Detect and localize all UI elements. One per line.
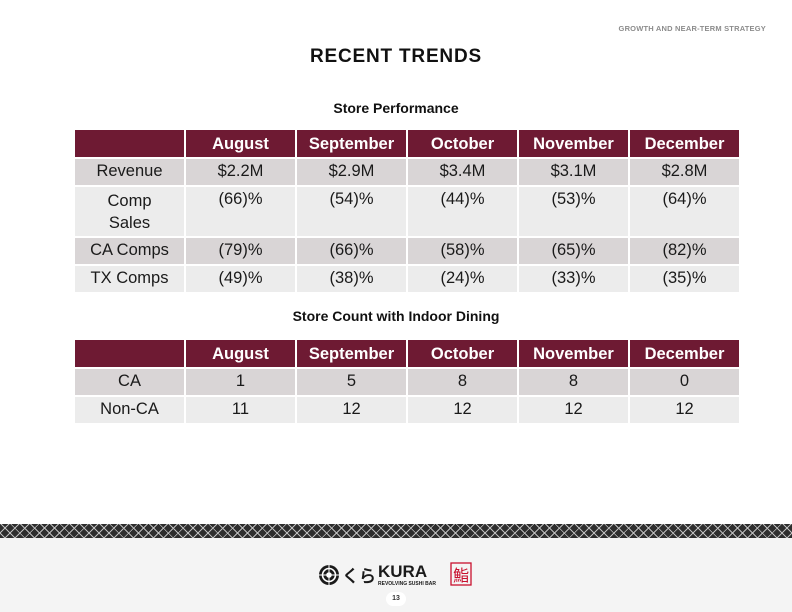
table-cell: 12 (406, 395, 519, 425)
row-label: Revenue (73, 157, 186, 187)
table-cell: 11 (184, 395, 297, 425)
row-label: CA Comps (73, 236, 186, 266)
table-cell: 12 (517, 395, 630, 425)
row-label-line: Comp (107, 192, 152, 210)
header-cell-august: August (184, 338, 297, 369)
table-cell: (64)% (628, 185, 741, 238)
store-count-table: August September October November Decemb… (73, 338, 741, 425)
header-cell-december: December (628, 128, 741, 159)
page-title: RECENT TRENDS (310, 46, 482, 67)
table-cell: (58)% (406, 236, 519, 266)
header-cell-october: October (406, 338, 519, 369)
table-cell: (82)% (628, 236, 741, 266)
table-cell: (54)% (295, 185, 408, 238)
table-row-revenue: Revenue $2.2M $2.9M $3.4M $3.1M $2.8M (73, 157, 741, 187)
row-label: TX Comps (73, 264, 186, 294)
section-tag: GROWTH AND NEAR-TERM STRATEGY (618, 24, 766, 33)
table-cell: 12 (295, 395, 408, 425)
table-cell: (66)% (295, 236, 408, 266)
table-cell: (65)% (517, 236, 630, 266)
table-cell: (79)% (184, 236, 297, 266)
header-cell-blank (73, 338, 186, 369)
table-row-ca: CA 1 5 8 8 0 (73, 367, 741, 397)
kura-emblem-icon (319, 565, 339, 585)
table-header-row: August September October November Decemb… (73, 338, 741, 369)
store-count-title: Store Count with Indoor Dining (292, 308, 500, 324)
kura-wordmark: KURA (378, 562, 427, 581)
page-number: 13 (386, 592, 406, 606)
table-cell: $2.9M (295, 157, 408, 187)
row-label: CA (73, 367, 186, 397)
header-cell-december: December (628, 338, 741, 369)
header-cell-august: August (184, 128, 297, 159)
table-cell: (33)% (517, 264, 630, 294)
header-cell-blank (73, 128, 186, 159)
row-label: Non-CA (73, 395, 186, 425)
table-header-row: August September October November Decemb… (73, 128, 741, 159)
table-cell: (53)% (517, 185, 630, 238)
table-cell: $3.4M (406, 157, 519, 187)
store-performance-table: August September October November Decemb… (73, 128, 741, 294)
table-cell: $3.1M (517, 157, 630, 187)
table-cell: 12 (628, 395, 741, 425)
header-cell-september: September (295, 128, 408, 159)
table-row-non-ca: Non-CA 11 12 12 12 12 (73, 395, 741, 425)
header-cell-september: September (295, 338, 408, 369)
table-cell: (24)% (406, 264, 519, 294)
table-cell: 8 (406, 367, 519, 397)
table-cell: 1 (184, 367, 297, 397)
table-cell: 0 (628, 367, 741, 397)
table-cell: 8 (517, 367, 630, 397)
table-cell: $2.8M (628, 157, 741, 187)
table-cell: $2.2M (184, 157, 297, 187)
row-label-line: Sales (108, 214, 151, 232)
table-row-tx-comps: TX Comps (49)% (38)% (24)% (33)% (35)% (73, 264, 741, 294)
table-cell: (44)% (406, 185, 519, 238)
header-cell-november: November (517, 338, 630, 369)
header-cell-november: November (517, 128, 630, 159)
store-performance-title: Store Performance (333, 100, 459, 116)
kura-kanji-seal: 鮨 (453, 566, 469, 585)
row-label: Comp Sales (73, 185, 186, 238)
table-cell: (38)% (295, 264, 408, 294)
header-cell-october: October (406, 128, 519, 159)
table-cell: (66)% (184, 185, 297, 238)
table-row-ca-comps: CA Comps (79)% (66)% (58)% (65)% (82)% (73, 236, 741, 266)
table-cell: (49)% (184, 264, 297, 294)
table-cell: (35)% (628, 264, 741, 294)
kura-tagline: REVOLVING SUSHI BAR (378, 581, 436, 587)
table-cell: 5 (295, 367, 408, 397)
decorative-pattern-band (0, 524, 792, 538)
table-row-comp-sales: Comp Sales (66)% (54)% (44)% (53)% (64)% (73, 185, 741, 238)
kura-script-text: くら (342, 567, 376, 587)
kura-logo: くら KURA REVOLVING SUSHI BAR 鮨 (319, 562, 472, 587)
